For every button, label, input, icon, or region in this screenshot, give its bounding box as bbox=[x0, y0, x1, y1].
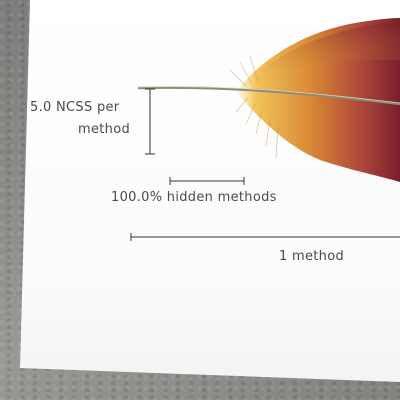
ncss-scale-bar bbox=[145, 88, 155, 155]
method-count-label: 1 method bbox=[279, 249, 345, 264]
feather-shaft-highlight bbox=[137, 86, 400, 104]
ncss-label-line2: method bbox=[78, 122, 131, 137]
hidden-methods-label: 100.0% hidden methods bbox=[111, 190, 277, 205]
feather-barbs bbox=[229, 55, 279, 159]
feather-shaft bbox=[137, 86, 400, 106]
method-count-scale-bar bbox=[130, 233, 400, 241]
hidden-methods-scale-bar bbox=[169, 177, 245, 185]
ncss-label-line1: 5.0 NCSS per bbox=[30, 100, 120, 115]
feather-vane-top bbox=[262, 22, 400, 80]
feather bbox=[229, 18, 400, 182]
